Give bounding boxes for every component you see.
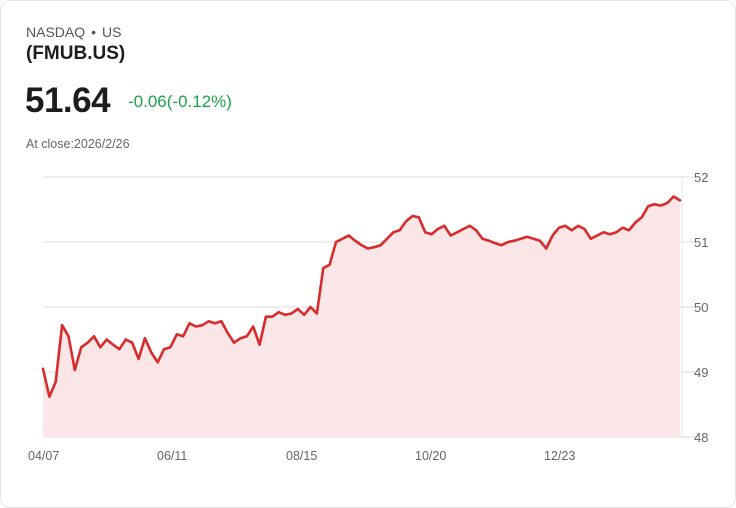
y-tick-label: 48 xyxy=(694,430,708,445)
y-tick-label: 50 xyxy=(694,300,708,315)
exchange-line: NASDAQ • US xyxy=(26,24,121,40)
x-tick-label: 08/15 xyxy=(286,449,317,463)
separator-dot: • xyxy=(91,24,97,40)
price-change: -0.06(-0.12%) xyxy=(128,92,232,111)
close-date-label: At close:2026/2/26 xyxy=(26,137,130,151)
current-price: 51.64 xyxy=(25,81,111,120)
region: US xyxy=(102,24,122,40)
y-tick-label: 49 xyxy=(694,365,708,380)
exchange-name: NASDAQ xyxy=(26,24,86,40)
x-tick-label: 06/11 xyxy=(157,449,187,463)
price-area-fill xyxy=(43,196,680,437)
x-tick-label: 10/20 xyxy=(415,449,446,463)
y-tick-label: 52 xyxy=(694,170,708,185)
y-tick-label: 51 xyxy=(694,235,708,250)
x-axis-labels: 04/07 06/11 08/15 10/20 12/23 xyxy=(28,449,575,463)
x-tick-label: 12/23 xyxy=(544,449,575,463)
y-axis-labels: 52 51 50 49 48 xyxy=(694,170,708,445)
ticker-symbol: (FMUB.US) xyxy=(26,43,126,64)
x-tick-label: 04/07 xyxy=(28,449,59,463)
price-line[interactable] xyxy=(41,195,682,398)
